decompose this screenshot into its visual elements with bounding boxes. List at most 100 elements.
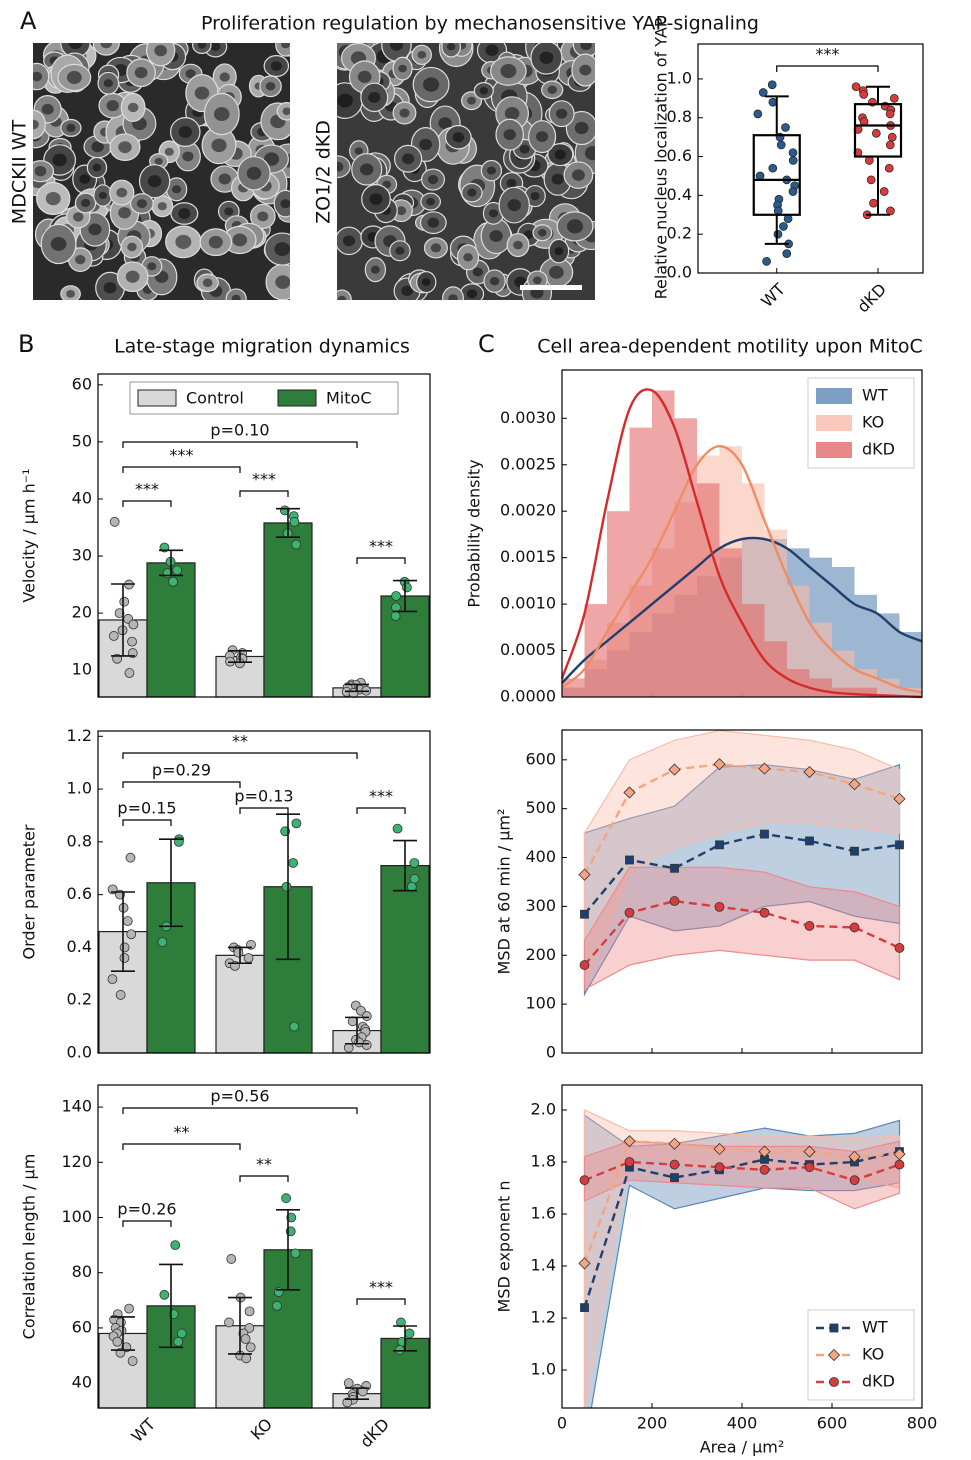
- data-point: [348, 1017, 357, 1026]
- y-tick-label: 1.2: [531, 1308, 556, 1327]
- legend-label: WT: [862, 1318, 888, 1337]
- data-point: [234, 948, 243, 957]
- data-point: [158, 938, 167, 947]
- nucleus: [536, 131, 548, 142]
- data-point: [769, 164, 777, 172]
- data-point: [885, 164, 893, 172]
- significance-label: ***: [252, 470, 276, 489]
- data-point: [282, 882, 291, 891]
- nucleus: [220, 72, 230, 81]
- x-tick-label: KO: [247, 1415, 276, 1444]
- y-tick-label: 0.4: [67, 937, 92, 956]
- legend-label: Control: [186, 389, 244, 408]
- marker: [581, 910, 589, 918]
- nucleus: [370, 193, 383, 204]
- significance-bracket: [123, 467, 240, 473]
- nucleus: [275, 275, 290, 288]
- significance-label: p=0.56: [210, 1087, 269, 1106]
- y-axis-label: Probability density: [465, 459, 484, 607]
- nucleus: [473, 267, 483, 276]
- nucleus: [463, 253, 472, 261]
- nucleus: [505, 107, 520, 120]
- x-tick-label: WT: [127, 1414, 159, 1446]
- y-tick-label: 0.0025: [500, 454, 556, 473]
- nucleus: [137, 199, 147, 208]
- bar: [264, 523, 312, 697]
- nucleus: [395, 247, 404, 255]
- significance-bracket: [123, 442, 357, 448]
- legend-marker: [830, 1378, 839, 1387]
- nucleus: [126, 271, 140, 283]
- nucleus: [419, 139, 432, 150]
- nucleus: [489, 209, 498, 217]
- marker: [671, 1174, 679, 1182]
- section-title: Cell area-dependent motility upon MitoC: [537, 336, 923, 358]
- y-tick-label: 0.0005: [500, 640, 556, 659]
- panel-letter: C: [478, 330, 495, 358]
- nucleus: [579, 65, 591, 76]
- data-point: [242, 1354, 251, 1363]
- nucleus: [31, 72, 42, 82]
- y-tick-label: 200: [525, 945, 556, 964]
- y-tick-label: 140: [61, 1097, 92, 1116]
- nucleus: [500, 64, 516, 78]
- histogram-bar: [742, 604, 765, 697]
- nucleus: [533, 276, 542, 284]
- nucleus: [274, 242, 290, 256]
- micrograph: [21, 29, 306, 308]
- significance-bracket: [240, 808, 288, 814]
- data-point: [789, 187, 797, 195]
- legend-label: WT: [862, 386, 888, 405]
- nucleus: [431, 243, 441, 252]
- nucleus: [224, 207, 233, 215]
- nucleus: [490, 277, 500, 285]
- y-tick-label: 0.0: [67, 1043, 92, 1062]
- nucleus: [507, 179, 517, 188]
- significance-label: p=0.10: [210, 421, 269, 440]
- data-point: [768, 81, 776, 89]
- nucleus: [585, 146, 601, 160]
- y-axis-label: Velocity / µm h⁻¹: [20, 468, 39, 602]
- y-tick-label: 300: [525, 896, 556, 915]
- significance-bracket: [240, 1176, 288, 1182]
- nucleus: [66, 124, 75, 132]
- significance-label: ***: [170, 446, 194, 465]
- image-label: ZO1/2 dKD: [313, 120, 335, 224]
- data-point: [402, 583, 411, 592]
- marker: [895, 943, 904, 952]
- nucleus: [552, 174, 564, 185]
- nucleus: [147, 262, 156, 270]
- y-tick-label: 1.0: [531, 1360, 556, 1379]
- data-point: [125, 1304, 134, 1313]
- nucleus: [209, 236, 223, 249]
- nucleus: [257, 211, 268, 221]
- marker: [625, 908, 634, 917]
- nucleus: [343, 235, 355, 246]
- y-tick-label: 2.0: [531, 1099, 556, 1118]
- data-point: [407, 882, 416, 891]
- bar: [216, 955, 264, 1053]
- y-tick-label: 0.0010: [500, 594, 556, 613]
- significance-label: ***: [369, 1278, 393, 1297]
- data-point: [227, 1254, 236, 1263]
- significance-bracket: [123, 782, 240, 788]
- data-point: [759, 89, 767, 97]
- nucleus: [99, 192, 107, 199]
- y-tick-label: 0.8: [67, 831, 92, 850]
- marker: [715, 902, 724, 911]
- nucleus: [417, 51, 426, 59]
- significance-label: p=0.13: [234, 787, 293, 806]
- y-tick-label: 60: [72, 374, 92, 393]
- nucleus: [539, 52, 553, 64]
- x-tick-label: dKD: [853, 280, 890, 317]
- data-point: [241, 1334, 250, 1343]
- legend-label: KO: [862, 413, 884, 432]
- significance-label: ***: [369, 537, 393, 556]
- nucleus: [182, 151, 193, 161]
- nucleus: [520, 145, 530, 154]
- y-axis-label: Relative nucleus localization of YAP: [652, 17, 671, 299]
- nucleus: [53, 154, 67, 167]
- data-point: [886, 207, 894, 215]
- nucleus: [504, 129, 516, 140]
- histogram-bar: [900, 632, 923, 697]
